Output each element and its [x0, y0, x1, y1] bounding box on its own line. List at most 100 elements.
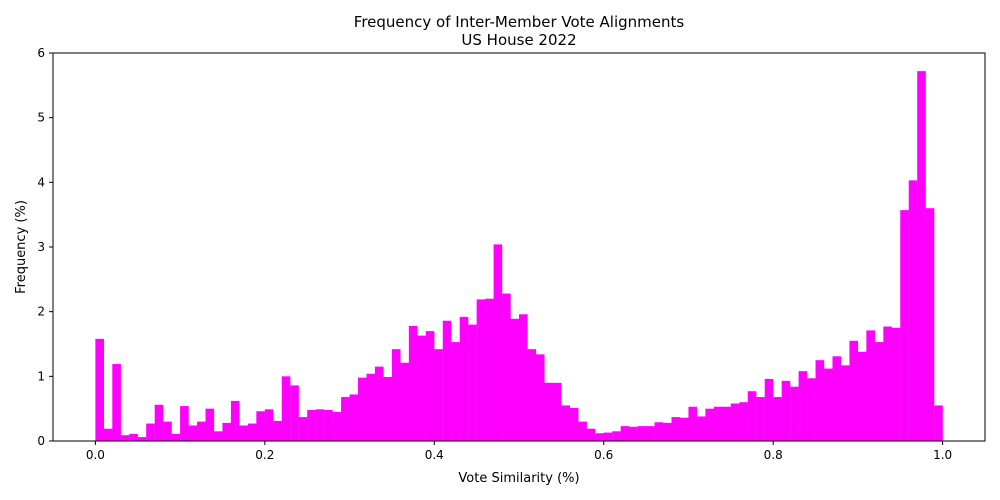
- histogram-bar: [120, 435, 130, 441]
- histogram-bar: [315, 409, 325, 441]
- axis-ticks: 0.0 0.2 0.4 0.6 0.8 1.0 0 1 2 3 4 5 6: [37, 46, 952, 462]
- histogram-bar: [781, 380, 791, 441]
- histogram-bar: [374, 366, 384, 441]
- histogram-bar: [197, 421, 206, 441]
- x-tick-label: 0.0: [86, 448, 105, 462]
- histogram-bar: [281, 376, 291, 441]
- histogram-bar: [502, 293, 511, 441]
- plot-frame: [52, 52, 986, 442]
- histogram-bar: [434, 349, 443, 441]
- histogram-bar: [358, 377, 367, 441]
- histogram-bar: [773, 397, 782, 441]
- histogram-bar: [586, 428, 596, 441]
- histogram-bar: [230, 400, 240, 441]
- histogram-bar: [332, 411, 342, 441]
- y-tick-label: 2: [37, 305, 45, 319]
- histogram-bar: [391, 349, 401, 441]
- y-axis-label: Frequency (%): [14, 200, 29, 294]
- histogram-bar: [908, 180, 918, 441]
- histogram-bar: [383, 376, 393, 441]
- histogram-bar: [730, 403, 740, 441]
- histogram-bar: [917, 71, 926, 442]
- histogram-bar: [264, 409, 274, 441]
- histogram-bar: [883, 326, 892, 441]
- histogram-bar: [205, 408, 215, 441]
- histogram-bar: [696, 416, 706, 441]
- histogram-bar: [824, 368, 833, 441]
- histogram-bar: [239, 425, 249, 441]
- histogram-bar: [637, 426, 647, 441]
- histogram-bar: [756, 397, 765, 441]
- histogram-bar: [764, 378, 774, 441]
- histogram-bar: [510, 318, 520, 441]
- y-tick-label: 4: [37, 175, 45, 189]
- histogram-bar: [154, 404, 164, 441]
- histogram-bar: [807, 378, 816, 441]
- histogram-bar: [612, 431, 621, 441]
- x-tick-label: 1.0: [933, 448, 952, 462]
- chart-subtitle: US House 2022: [461, 31, 576, 49]
- histogram-bar: [925, 208, 935, 441]
- histogram-bar: [324, 409, 333, 441]
- histogram-bar: [849, 340, 859, 441]
- histogram-bar: [646, 426, 655, 441]
- histogram-bar: [663, 422, 672, 441]
- y-tick-label: 6: [37, 46, 45, 60]
- histogram-bar: [832, 356, 842, 441]
- histogram-bar: [222, 422, 232, 441]
- histogram-bar: [620, 426, 630, 441]
- histogram-bar: [654, 422, 664, 441]
- x-tick-label: 0.8: [764, 448, 783, 462]
- histogram-bar: [603, 432, 613, 441]
- histogram-bar: [408, 325, 418, 441]
- histogram-bar: [425, 331, 435, 441]
- histogram-bar: [213, 431, 223, 441]
- histogram-bar: [442, 320, 452, 441]
- chart-title: Frequency of Inter-Member Vote Alignment…: [354, 13, 685, 31]
- histogram-bar: [349, 394, 359, 441]
- x-tick-label: 0.6: [594, 448, 613, 462]
- histogram-bar: [451, 342, 460, 441]
- y-tick-label: 3: [37, 240, 45, 254]
- histogram-bar: [103, 428, 113, 441]
- histogram-bar: [188, 425, 198, 441]
- histogram-bar: [688, 406, 698, 441]
- histogram-bar: [468, 324, 477, 441]
- histogram-bar: [180, 406, 189, 441]
- histogram-bar: [790, 386, 799, 441]
- histogram-bar: [476, 299, 486, 441]
- histogram-bar: [713, 406, 723, 441]
- histogram-bar: [112, 364, 121, 441]
- histogram-bar: [171, 433, 181, 441]
- histogram-bar: [747, 391, 757, 441]
- y-tick-label: 1: [37, 369, 45, 383]
- histogram-bar: [535, 354, 545, 441]
- histogram-bar: [578, 421, 587, 441]
- histogram-bar: [595, 433, 604, 441]
- histogram-bar: [129, 433, 138, 441]
- y-tick-label: 0: [37, 434, 45, 448]
- histogram-bar: [840, 365, 850, 441]
- histogram-bar: [290, 385, 299, 441]
- histogram-bar: [400, 362, 409, 441]
- histogram-bar: [256, 411, 265, 441]
- x-tick-label: 0.4: [425, 448, 444, 462]
- histogram-bar: [493, 244, 503, 441]
- histogram-bar: [163, 421, 172, 441]
- histogram-bar: [866, 330, 875, 441]
- histogram-bar: [739, 402, 748, 441]
- histogram-bar: [569, 408, 579, 441]
- histogram-bars: [95, 71, 943, 442]
- histogram-bar: [934, 405, 943, 441]
- x-tick-label: 0.2: [255, 448, 274, 462]
- histogram-bar: [519, 314, 528, 441]
- histogram-bar: [273, 420, 282, 441]
- histogram-bar: [544, 382, 554, 441]
- histogram-bar: [527, 349, 537, 441]
- y-tick-label: 5: [37, 111, 45, 125]
- histogram-bar: [891, 327, 901, 441]
- histogram-bar: [417, 335, 426, 441]
- histogram-bar: [247, 423, 257, 441]
- histogram-bar: [366, 373, 376, 441]
